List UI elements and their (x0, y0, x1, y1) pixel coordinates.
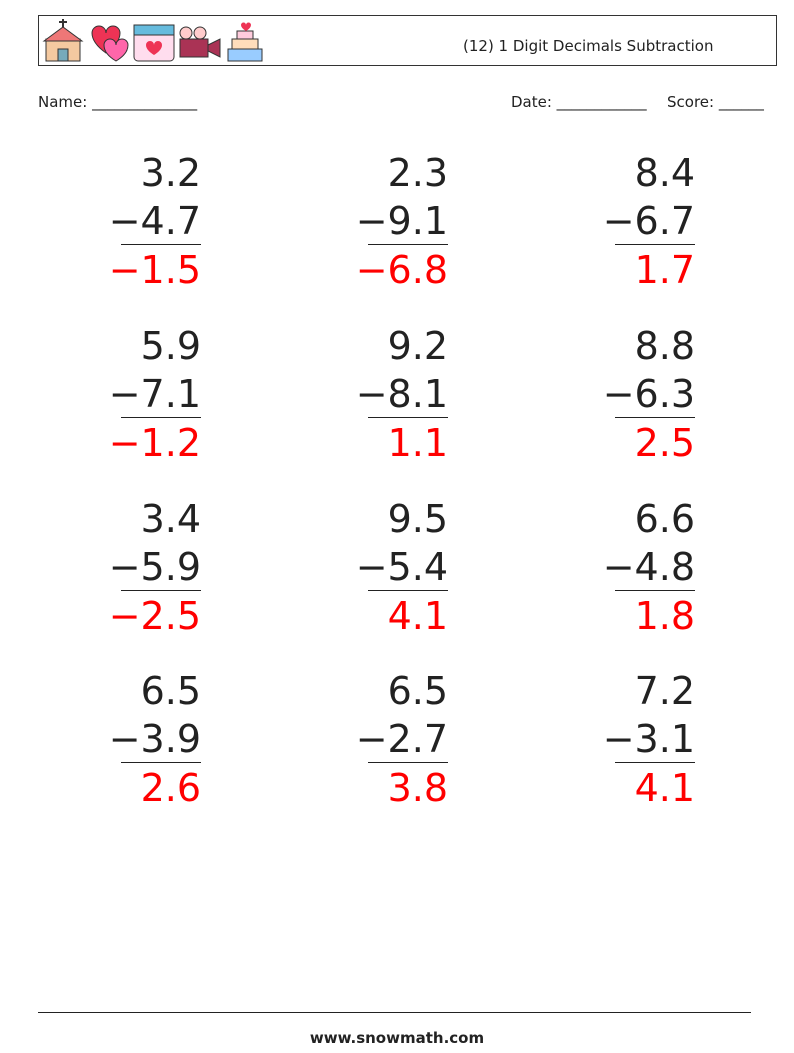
answer-rule (121, 762, 201, 763)
answer-rule (615, 590, 695, 591)
cake-icon (227, 22, 263, 62)
church-icon (42, 19, 84, 62)
answer: −1.2 (108, 421, 201, 465)
score-field: Score: ______ (667, 93, 764, 111)
subtrahend: −2.7 (355, 717, 448, 761)
subtrahend: −3.9 (108, 717, 201, 761)
hearts-icon (91, 25, 129, 62)
answer: −6.8 (355, 248, 448, 292)
answer: 4.1 (387, 594, 448, 638)
minuend: 9.2 (387, 324, 448, 368)
answer: 1.1 (387, 421, 448, 465)
minuend: 7.2 (634, 669, 695, 713)
minuend: 9.5 (387, 497, 448, 541)
answer-rule (368, 762, 448, 763)
minuend: 6.6 (634, 497, 695, 541)
answer: 3.8 (387, 766, 448, 810)
answer-rule (615, 244, 695, 245)
subtrahend: −4.8 (602, 545, 695, 589)
subtrahend: −4.7 (108, 199, 201, 243)
answer: 4.1 (634, 766, 695, 810)
calendar-icon (133, 24, 175, 62)
minuend: 3.4 (140, 497, 201, 541)
answer: 1.7 (634, 248, 695, 292)
minuend: 5.9 (140, 324, 201, 368)
minuend: 3.2 (140, 151, 201, 195)
minuend: 2.3 (387, 151, 448, 195)
answer-rule (368, 417, 448, 418)
header-icons (42, 19, 263, 62)
answer-rule (615, 762, 695, 763)
answer-rule (368, 244, 448, 245)
answer-rule (121, 244, 201, 245)
minuend: 6.5 (387, 669, 448, 713)
date-field: Date: ____________ (511, 93, 647, 111)
camera-icon (179, 26, 221, 58)
answer: 2.5 (634, 421, 695, 465)
subtrahend: −8.1 (355, 372, 448, 416)
subtrahend: −6.3 (602, 372, 695, 416)
subtrahend: −6.7 (602, 199, 695, 243)
header-box (38, 15, 777, 66)
worksheet-title: (12) 1 Digit Decimals Subtraction (463, 37, 714, 55)
minuend: 8.8 (634, 324, 695, 368)
answer: 2.6 (140, 766, 201, 810)
answer: −2.5 (108, 594, 201, 638)
answer-rule (121, 590, 201, 591)
name-field: Name: ______________ (38, 93, 198, 111)
answer-rule (368, 590, 448, 591)
answer-rule (615, 417, 695, 418)
subtrahend: −9.1 (355, 199, 448, 243)
answer: 1.8 (634, 594, 695, 638)
subtrahend: −7.1 (108, 372, 201, 416)
footer-rule (38, 1012, 751, 1013)
footer-site: www.snowmath.com (309, 1029, 485, 1047)
minuend: 8.4 (634, 151, 695, 195)
subtrahend: −5.4 (355, 545, 448, 589)
answer-rule (121, 417, 201, 418)
subtrahend: −3.1 (602, 717, 695, 761)
answer: −1.5 (108, 248, 201, 292)
minuend: 6.5 (140, 669, 201, 713)
subtrahend: −5.9 (108, 545, 201, 589)
